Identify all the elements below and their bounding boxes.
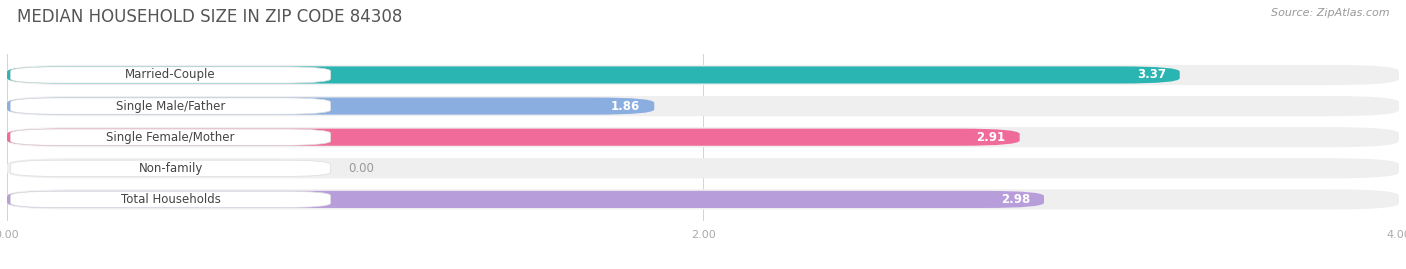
Text: Single Male/Father: Single Male/Father	[115, 100, 225, 112]
Text: Non-family: Non-family	[138, 162, 202, 175]
FancyBboxPatch shape	[10, 67, 330, 83]
FancyBboxPatch shape	[10, 98, 330, 114]
Text: 2.98: 2.98	[1001, 193, 1031, 206]
FancyBboxPatch shape	[7, 96, 1399, 116]
FancyBboxPatch shape	[7, 65, 1399, 85]
FancyBboxPatch shape	[7, 127, 1399, 147]
Text: Source: ZipAtlas.com: Source: ZipAtlas.com	[1271, 8, 1389, 18]
FancyBboxPatch shape	[7, 129, 1019, 146]
FancyBboxPatch shape	[7, 158, 1399, 178]
Text: Single Female/Mother: Single Female/Mother	[107, 131, 235, 144]
FancyBboxPatch shape	[7, 189, 1399, 210]
Text: Total Households: Total Households	[121, 193, 221, 206]
FancyBboxPatch shape	[10, 160, 330, 176]
FancyBboxPatch shape	[10, 191, 330, 208]
FancyBboxPatch shape	[7, 66, 1180, 83]
Text: MEDIAN HOUSEHOLD SIZE IN ZIP CODE 84308: MEDIAN HOUSEHOLD SIZE IN ZIP CODE 84308	[17, 8, 402, 26]
FancyBboxPatch shape	[7, 191, 1045, 208]
Text: 3.37: 3.37	[1137, 68, 1166, 82]
Text: 2.91: 2.91	[977, 131, 1005, 144]
FancyBboxPatch shape	[10, 129, 330, 145]
FancyBboxPatch shape	[7, 98, 654, 115]
Text: 0.00: 0.00	[349, 162, 374, 175]
Text: Married-Couple: Married-Couple	[125, 68, 217, 82]
Text: 1.86: 1.86	[612, 100, 640, 112]
